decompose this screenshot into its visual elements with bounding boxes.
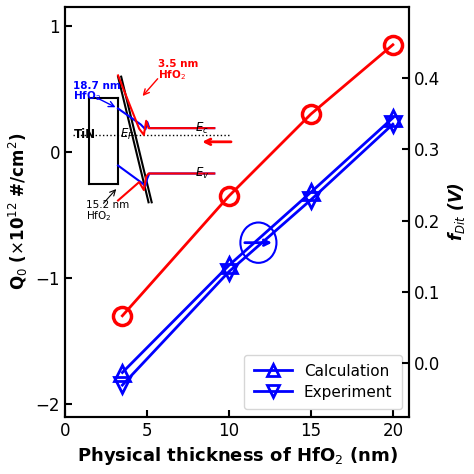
Text: HfO$_2$: HfO$_2$ bbox=[73, 90, 101, 103]
Text: 3.5 nm: 3.5 nm bbox=[158, 59, 198, 69]
Y-axis label: f$_{Dit}$ (V): f$_{Dit}$ (V) bbox=[446, 182, 467, 241]
Text: $E_F$: $E_F$ bbox=[119, 128, 134, 142]
Text: $E_v$: $E_v$ bbox=[195, 166, 210, 181]
Text: 15.2 nm: 15.2 nm bbox=[86, 201, 129, 210]
Text: $E_c$: $E_c$ bbox=[195, 121, 210, 137]
Text: 18.7 nm: 18.7 nm bbox=[73, 81, 121, 91]
Text: HfO$_2$: HfO$_2$ bbox=[158, 68, 186, 82]
Text: TiN: TiN bbox=[73, 128, 96, 141]
X-axis label: Physical thickness of HfO$_2$ (nm): Physical thickness of HfO$_2$ (nm) bbox=[77, 445, 398, 467]
Y-axis label: Q$_0$ ($\times$10$^{12}$ #/cm$^2$): Q$_0$ ($\times$10$^{12}$ #/cm$^2$) bbox=[7, 133, 30, 291]
Legend: Calculation, Experiment: Calculation, Experiment bbox=[245, 355, 401, 409]
Text: HfO$_2$: HfO$_2$ bbox=[86, 210, 111, 223]
